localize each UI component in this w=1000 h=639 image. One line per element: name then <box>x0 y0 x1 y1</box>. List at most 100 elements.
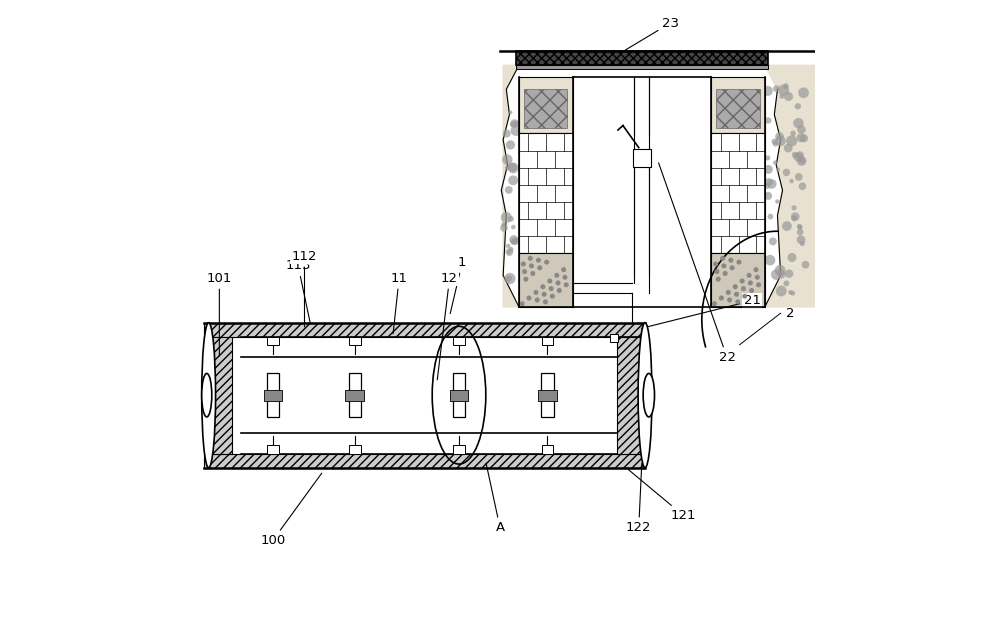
Bar <box>516 65 768 69</box>
Circle shape <box>765 255 775 265</box>
Bar <box>542 337 553 345</box>
Circle shape <box>505 186 513 194</box>
Circle shape <box>510 238 517 245</box>
Circle shape <box>520 301 525 306</box>
Circle shape <box>776 286 787 296</box>
Bar <box>345 390 364 401</box>
Circle shape <box>550 294 555 298</box>
Circle shape <box>535 297 540 302</box>
Circle shape <box>788 290 793 295</box>
Bar <box>711 134 765 253</box>
Circle shape <box>773 86 780 92</box>
Circle shape <box>509 111 512 114</box>
Circle shape <box>523 277 528 282</box>
Circle shape <box>500 224 508 232</box>
Circle shape <box>784 92 793 101</box>
Bar <box>516 52 768 65</box>
Circle shape <box>506 141 515 150</box>
Circle shape <box>533 290 538 295</box>
Bar <box>453 445 465 454</box>
Circle shape <box>741 286 746 291</box>
Circle shape <box>791 215 797 221</box>
Circle shape <box>799 183 806 190</box>
Circle shape <box>502 155 513 165</box>
Circle shape <box>733 284 738 289</box>
Circle shape <box>549 286 554 291</box>
Circle shape <box>799 157 805 164</box>
Circle shape <box>802 261 809 268</box>
Circle shape <box>501 222 506 226</box>
Circle shape <box>755 275 760 280</box>
Circle shape <box>797 235 805 244</box>
Circle shape <box>547 279 552 284</box>
Circle shape <box>508 162 519 173</box>
Bar <box>519 77 573 134</box>
Circle shape <box>777 270 786 279</box>
Text: 112: 112 <box>292 250 317 327</box>
Circle shape <box>543 299 548 304</box>
Circle shape <box>795 103 801 109</box>
Circle shape <box>767 179 777 189</box>
Bar <box>204 323 645 337</box>
Circle shape <box>522 269 527 274</box>
Circle shape <box>764 165 773 174</box>
Circle shape <box>734 292 739 296</box>
Circle shape <box>765 183 770 189</box>
Bar <box>538 390 557 401</box>
Circle shape <box>720 256 725 261</box>
Ellipse shape <box>202 323 216 468</box>
Bar <box>349 337 361 345</box>
Bar <box>267 373 279 417</box>
Circle shape <box>735 299 740 304</box>
Circle shape <box>797 156 807 166</box>
Circle shape <box>800 241 805 246</box>
Circle shape <box>791 212 800 221</box>
Circle shape <box>798 88 809 98</box>
Circle shape <box>756 282 761 288</box>
Circle shape <box>791 205 797 210</box>
Circle shape <box>775 135 786 146</box>
Circle shape <box>773 141 778 146</box>
Circle shape <box>726 290 731 295</box>
Text: A: A <box>486 463 505 534</box>
Circle shape <box>786 135 797 146</box>
Circle shape <box>508 163 517 172</box>
Bar <box>450 390 468 401</box>
Ellipse shape <box>643 373 655 417</box>
Polygon shape <box>765 65 815 307</box>
Circle shape <box>795 173 803 181</box>
Circle shape <box>530 271 535 276</box>
Circle shape <box>719 295 724 300</box>
Circle shape <box>509 235 518 244</box>
Bar <box>349 445 361 454</box>
Text: 122: 122 <box>626 463 651 534</box>
Circle shape <box>797 229 803 235</box>
Bar <box>711 77 765 134</box>
Circle shape <box>714 269 719 274</box>
Circle shape <box>771 269 782 280</box>
Circle shape <box>510 122 515 127</box>
Circle shape <box>712 301 717 306</box>
Circle shape <box>505 248 513 256</box>
Circle shape <box>510 119 519 128</box>
Circle shape <box>784 144 793 153</box>
Text: 100: 100 <box>260 473 322 547</box>
Circle shape <box>526 295 532 300</box>
Circle shape <box>749 288 754 293</box>
Bar <box>633 149 651 167</box>
Circle shape <box>765 155 770 160</box>
Circle shape <box>763 86 773 96</box>
Circle shape <box>513 120 519 127</box>
Circle shape <box>564 282 569 288</box>
Bar <box>610 334 618 342</box>
Circle shape <box>529 263 534 268</box>
Text: 12: 12 <box>437 272 458 380</box>
Circle shape <box>508 216 514 222</box>
Bar <box>264 390 282 401</box>
Circle shape <box>776 167 780 171</box>
Bar <box>204 337 232 454</box>
Circle shape <box>542 292 547 296</box>
Circle shape <box>561 267 566 272</box>
Bar <box>349 373 361 417</box>
Circle shape <box>768 213 773 219</box>
